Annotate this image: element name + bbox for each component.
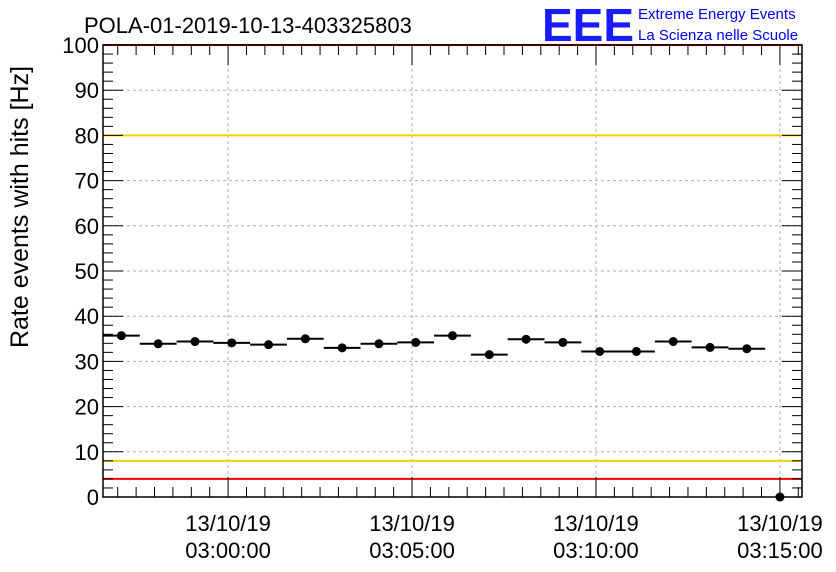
reference-lines xyxy=(103,44,802,480)
y-tick-label: 20 xyxy=(75,395,99,420)
logo-line-1: Extreme Energy Events xyxy=(638,6,796,23)
x-tick-label-date: 13/10/19 xyxy=(553,511,639,536)
y-axis: 0 10 20 30 40 50 60 70 80 90 100 xyxy=(62,33,802,510)
y-axis-label: Rate events with hits [Hz] xyxy=(6,66,34,348)
y-tick-label: 10 xyxy=(75,440,99,465)
data-point xyxy=(595,346,605,356)
x-tick-label-time: 03:00:00 xyxy=(185,538,271,563)
data-point xyxy=(668,337,678,347)
y-tick-label: 100 xyxy=(62,33,99,58)
y-tick-label: 0 xyxy=(87,485,99,510)
data-point xyxy=(705,342,715,352)
data-point xyxy=(631,346,641,356)
x-tick-label-time: 03:05:00 xyxy=(369,538,455,563)
data-point xyxy=(775,492,785,502)
logo-letters: EEE xyxy=(542,0,634,51)
data-points xyxy=(103,331,785,502)
y-tick-label: 70 xyxy=(75,169,99,194)
data-point xyxy=(484,350,494,360)
eee-logo: EEE Extreme Energy Events La Scienza nel… xyxy=(542,0,798,51)
x-tick-label-date: 13/10/19 xyxy=(185,511,271,536)
data-point xyxy=(116,331,126,341)
data-point xyxy=(227,338,237,348)
data-point xyxy=(374,339,384,349)
y-tick-label: 90 xyxy=(75,78,99,103)
x-tick-label-time: 03:10:00 xyxy=(553,538,639,563)
x-axis: 13/10/1903:00:0013/10/1903:05:0013/10/19… xyxy=(117,45,823,563)
y-tick-label: 30 xyxy=(75,349,99,374)
data-point xyxy=(558,337,568,347)
y-tick-label: 80 xyxy=(75,123,99,148)
data-point xyxy=(300,334,310,344)
grid xyxy=(103,45,802,497)
data-point xyxy=(448,331,457,341)
x-tick-label-date: 13/10/19 xyxy=(369,511,455,536)
logo-line-2: La Scienza nelle Scuole xyxy=(638,27,798,44)
data-point xyxy=(190,337,200,347)
y-tick-label: 50 xyxy=(75,259,99,284)
data-point xyxy=(337,343,347,353)
data-point xyxy=(742,344,752,354)
data-point xyxy=(521,334,531,344)
data-point xyxy=(411,337,421,347)
data-point xyxy=(153,339,163,349)
data-point xyxy=(264,340,274,350)
y-tick-label: 40 xyxy=(75,304,99,329)
x-tick-label-time: 03:15:00 xyxy=(737,538,823,563)
y-tick-label: 60 xyxy=(75,214,99,239)
x-tick-label-date: 13/10/19 xyxy=(737,511,823,536)
chart-title: POLA-01-2019-10-13-403325803 xyxy=(84,13,412,38)
